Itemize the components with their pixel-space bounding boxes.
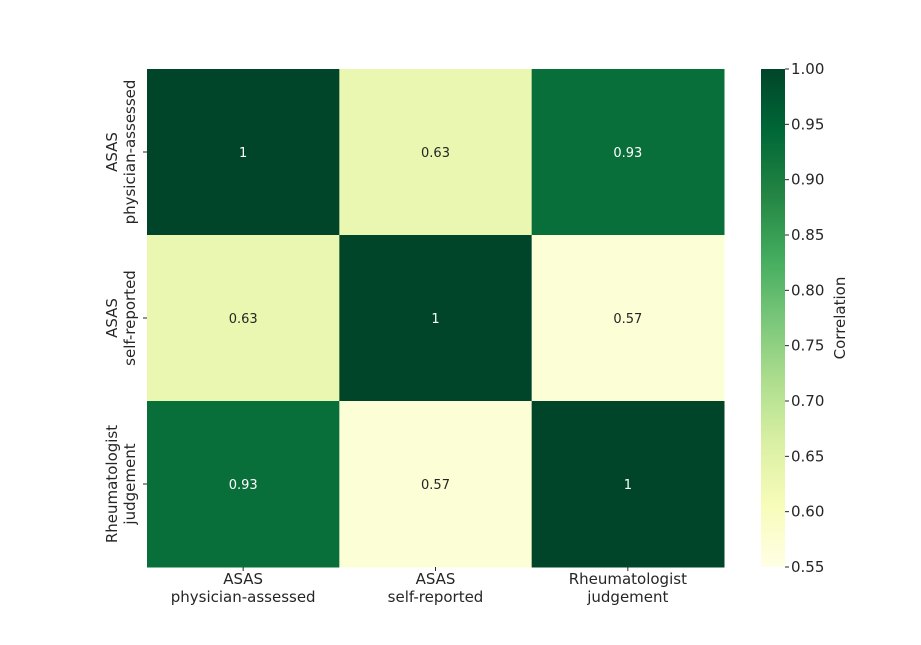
colorbar-label: Correlation xyxy=(831,277,849,360)
cell-value-label: 0.93 xyxy=(613,146,642,161)
x-tick-label: ASAS physician-assessed xyxy=(171,570,316,606)
cell-value-label: 0.63 xyxy=(421,146,450,161)
colorbar-tick-label: 0.55 xyxy=(791,558,824,576)
colorbar-tick-label: 0.80 xyxy=(791,281,824,299)
colorbar-tick-label: 0.75 xyxy=(791,337,824,355)
cell-value-label: 0.63 xyxy=(229,312,258,327)
y-tick-label: ASASself-reported xyxy=(103,270,139,366)
x-tick-label: ASAS self-reported xyxy=(388,570,484,606)
heatmap-cell xyxy=(339,69,533,236)
cell-value-label: 0.93 xyxy=(229,478,258,493)
heatmap-cell xyxy=(147,401,340,568)
cell-value-label: 0.57 xyxy=(613,312,642,327)
heatmap-cell xyxy=(531,401,725,568)
y-tick-label: Rheumatologistjudgement xyxy=(103,425,139,543)
colorbar-tick-label: 1.00 xyxy=(791,60,824,78)
y-axis-ticks: ASASphysician-assessed ASASself-reported R… xyxy=(103,80,147,543)
y-tick-label: ASASphysician-assessed xyxy=(103,80,139,225)
colorbar-tick-label: 0.70 xyxy=(791,392,824,410)
cell-value-label: 1 xyxy=(239,146,247,161)
heatmap-cell xyxy=(339,401,533,568)
heatmap-cell xyxy=(147,235,340,402)
colorbar-tick-label: 0.60 xyxy=(791,503,824,521)
cell-value-label: 0.57 xyxy=(421,478,450,493)
heatmap-cell xyxy=(147,69,340,236)
colorbar-tick-label: 0.90 xyxy=(791,171,824,189)
colorbar-tick-label: 0.95 xyxy=(791,115,824,133)
cell-value-label: 1 xyxy=(431,312,439,327)
x-tick-label: Rheumatologist judgement xyxy=(569,570,687,606)
colorbar-tick-label: 0.65 xyxy=(791,447,824,465)
heatmap-cell xyxy=(531,69,725,236)
heatmap-annotations: 1 0.63 0.93 0.63 1 0.57 0.93 0.57 1 xyxy=(229,146,643,493)
colorbar: 0.55 0.60 0.65 0.70 0.75 0.80 0.85 0.90 0.95 1.00… xyxy=(761,60,849,576)
x-axis-ticks: ASAS physician-assessed ASAS self-reported R… xyxy=(171,567,687,606)
cell-value-label: 1 xyxy=(624,478,632,493)
colorbar-tick-label: 0.85 xyxy=(791,226,824,244)
colorbar-gradient xyxy=(761,69,785,567)
heatmap-cells xyxy=(147,69,725,568)
heatmap-cell xyxy=(531,235,725,402)
heatmap-cell xyxy=(339,235,533,402)
